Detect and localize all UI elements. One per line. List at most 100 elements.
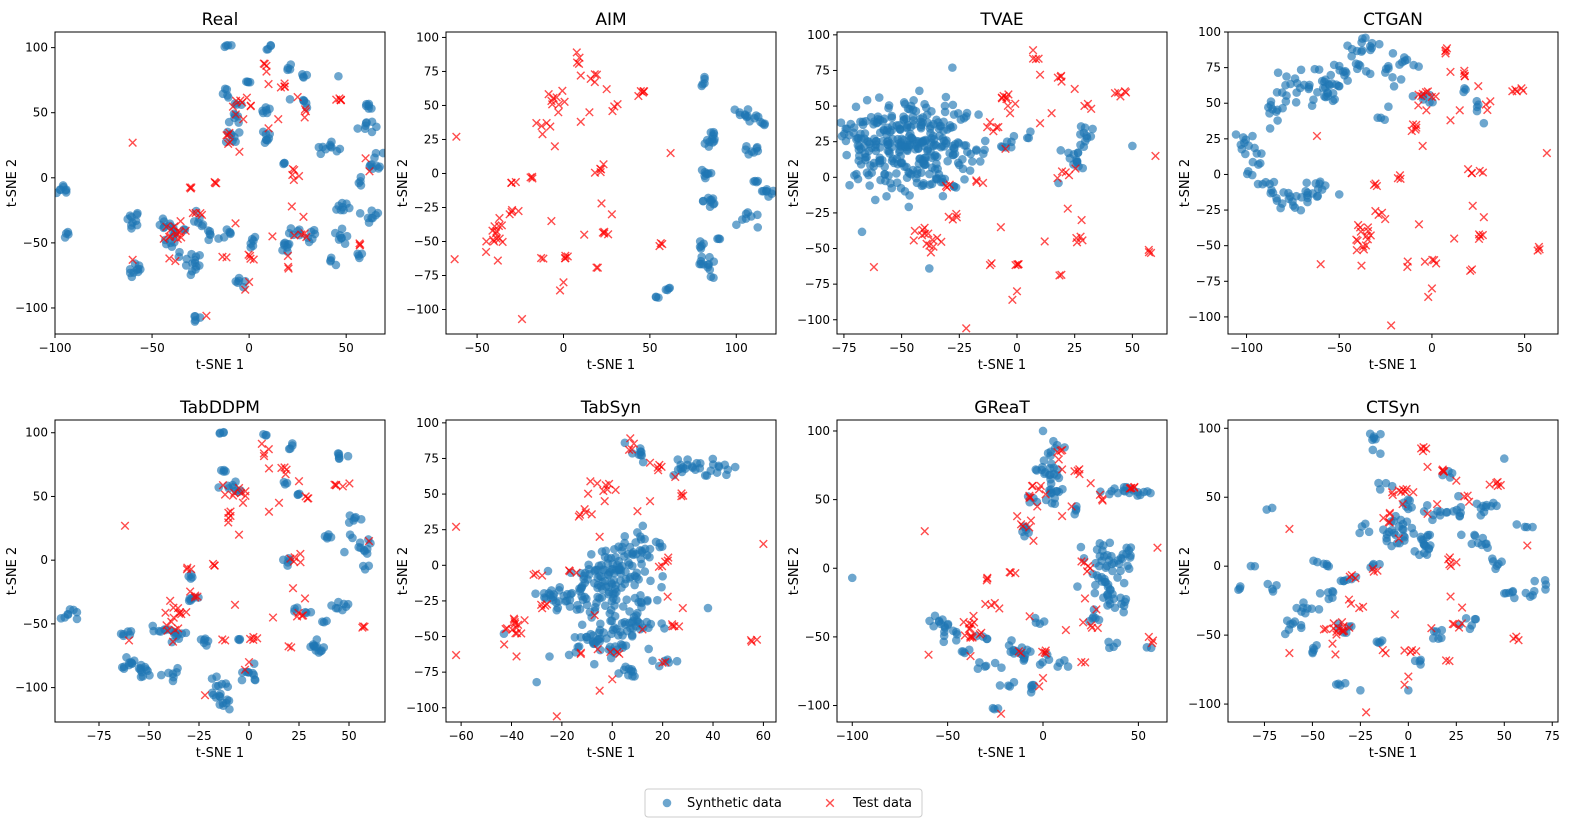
test-point bbox=[592, 263, 601, 272]
test-point bbox=[494, 221, 504, 231]
y-tick-label: −25 bbox=[414, 594, 439, 608]
synthetic-point bbox=[1381, 478, 1391, 488]
test-point bbox=[1468, 201, 1478, 211]
synthetic-point bbox=[846, 119, 856, 129]
test-point bbox=[241, 491, 250, 501]
synthetic-point bbox=[63, 227, 73, 237]
test-point bbox=[660, 557, 670, 566]
test-point bbox=[1321, 624, 1331, 634]
subplot-title: CTSyn bbox=[1366, 398, 1420, 418]
synthetic-point bbox=[123, 214, 133, 224]
test-point bbox=[576, 71, 586, 80]
synthetic-point bbox=[136, 663, 145, 673]
synthetic-point bbox=[965, 166, 975, 175]
synthetic-point bbox=[587, 549, 596, 559]
test-point bbox=[1459, 69, 1469, 78]
y-tick-label: −50 bbox=[414, 630, 439, 644]
synthetic-point bbox=[191, 206, 201, 216]
test-point bbox=[193, 592, 202, 601]
synthetic-point bbox=[857, 227, 867, 237]
synthetic-point bbox=[953, 138, 963, 147]
synthetic-point bbox=[617, 619, 627, 628]
x-axis-label: t-SNE 1 bbox=[978, 358, 1026, 373]
x-tick-label: −25 bbox=[947, 341, 972, 355]
test-point bbox=[667, 620, 677, 629]
y-tick-label: −50 bbox=[805, 630, 830, 644]
test-point bbox=[452, 132, 461, 142]
test-point bbox=[677, 489, 686, 498]
synthetic-point bbox=[355, 209, 365, 218]
synthetic-data-series bbox=[847, 426, 1156, 714]
test-point bbox=[1423, 87, 1433, 96]
x-tick-label: −25 bbox=[186, 729, 211, 743]
synthetic-point bbox=[870, 195, 880, 205]
test-point bbox=[1086, 621, 1096, 630]
synthetic-point bbox=[1460, 84, 1469, 93]
test-point bbox=[987, 600, 996, 610]
test-point bbox=[592, 479, 602, 488]
synthetic-point bbox=[187, 249, 196, 259]
synthetic-point bbox=[696, 256, 706, 266]
synthetic-point bbox=[741, 145, 751, 155]
test-point bbox=[1534, 242, 1544, 252]
synthetic-point bbox=[234, 128, 244, 137]
synthetic-point bbox=[907, 133, 916, 143]
y-axis-label: t-SNE 2 bbox=[396, 159, 411, 207]
synthetic-point bbox=[331, 228, 340, 238]
test-point bbox=[488, 235, 498, 245]
test-point bbox=[176, 216, 185, 226]
synthetic-point bbox=[1088, 124, 1097, 134]
synthetic-point bbox=[603, 559, 612, 568]
test-point bbox=[607, 209, 617, 219]
test-point bbox=[926, 248, 936, 257]
test-point bbox=[1075, 469, 1084, 479]
plot-area bbox=[1234, 429, 1551, 717]
synthetic-point bbox=[607, 596, 617, 606]
test-point bbox=[657, 239, 667, 249]
synthetic-point bbox=[1403, 495, 1413, 504]
synthetic-point bbox=[582, 632, 591, 642]
synthetic-data-series bbox=[651, 72, 776, 302]
synthetic-point bbox=[1374, 39, 1384, 49]
plot-area bbox=[55, 40, 385, 326]
synthetic-point bbox=[1388, 73, 1397, 82]
synthetic-point bbox=[592, 598, 601, 608]
synthetic-point bbox=[940, 101, 950, 111]
synthetic-point bbox=[981, 661, 991, 671]
synthetic-point bbox=[1121, 594, 1131, 604]
test-point bbox=[1478, 230, 1488, 240]
test-point bbox=[910, 226, 920, 236]
test-point bbox=[358, 622, 368, 631]
synthetic-point bbox=[356, 181, 366, 190]
synthetic-point bbox=[171, 628, 180, 637]
synthetic-point bbox=[862, 95, 872, 105]
synthetic-point bbox=[625, 542, 635, 552]
synthetic-point bbox=[915, 86, 924, 96]
test-point bbox=[1441, 46, 1450, 56]
synthetic-point bbox=[915, 154, 924, 164]
synthetic-point bbox=[378, 148, 385, 158]
synthetic-point bbox=[861, 152, 870, 162]
test-point bbox=[1486, 97, 1495, 106]
test-point bbox=[614, 649, 624, 659]
test-point bbox=[1441, 49, 1450, 58]
test-point bbox=[1492, 478, 1501, 488]
test-point bbox=[222, 130, 231, 140]
test-point bbox=[1403, 257, 1413, 266]
subplot-1: Real −100 −50 0 50 −100 −50 0 50 100 t-SNE 1 t-SNE … bbox=[5, 10, 386, 373]
synthetic-point bbox=[683, 455, 692, 464]
synthetic-point bbox=[614, 630, 623, 640]
synthetic-point bbox=[626, 572, 635, 582]
synthetic-point bbox=[696, 459, 705, 468]
synthetic-point bbox=[941, 92, 951, 102]
synthetic-point bbox=[356, 172, 366, 182]
x-tick-label: −75 bbox=[1252, 729, 1277, 743]
synthetic-point bbox=[1340, 66, 1350, 76]
synthetic-point bbox=[943, 156, 952, 166]
synthetic-point bbox=[566, 589, 576, 599]
test-point bbox=[1053, 447, 1062, 457]
synthetic-point bbox=[618, 602, 628, 611]
synthetic-point bbox=[1467, 539, 1477, 549]
test-point bbox=[173, 603, 183, 613]
test-point bbox=[1034, 54, 1043, 63]
